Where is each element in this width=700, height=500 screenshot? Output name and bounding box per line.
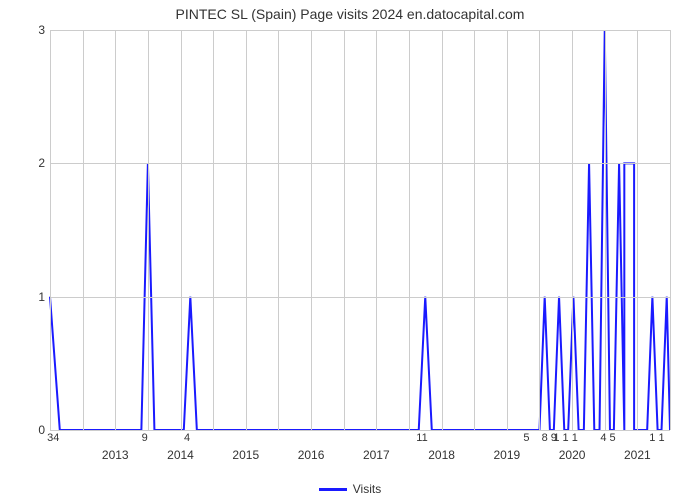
gridline-v — [637, 30, 638, 430]
gridline-v — [474, 30, 475, 430]
x-tick-label: 2017 — [363, 448, 390, 462]
line-series-svg — [50, 30, 670, 430]
gridline-v — [572, 30, 573, 430]
x-tick-label: 2018 — [428, 448, 455, 462]
y-tick-label: 0 — [38, 423, 45, 437]
x-value-label: 11 — [416, 432, 427, 444]
x-tick-label: 2013 — [102, 448, 129, 462]
gridline-h — [50, 163, 670, 164]
gridline-v — [246, 30, 247, 430]
gridline-v — [148, 30, 149, 430]
gridline-v — [442, 30, 443, 430]
x-value-label: 5 — [523, 432, 529, 444]
legend-label: Visits — [353, 482, 381, 496]
gridline-v — [539, 30, 540, 430]
gridline-v — [311, 30, 312, 430]
y-tick-label: 2 — [38, 156, 45, 170]
legend: Visits — [0, 482, 700, 496]
x-tick-label: 2014 — [167, 448, 194, 462]
x-tick-label: 2019 — [493, 448, 520, 462]
x-tick-label: 2020 — [559, 448, 586, 462]
legend-swatch — [319, 488, 347, 491]
x-tick-label: 2016 — [298, 448, 325, 462]
chart-container: PINTEC SL (Spain) Page visits 2024 en.da… — [0, 0, 700, 500]
gridline-v — [115, 30, 116, 430]
x-value-label: 4 — [184, 432, 190, 444]
gridline-v — [507, 30, 508, 430]
gridline-v — [409, 30, 410, 430]
gridline-h — [50, 430, 670, 431]
y-tick-label: 1 — [38, 290, 45, 304]
gridline-v — [213, 30, 214, 430]
visits-line — [50, 30, 670, 430]
gridline-v — [670, 30, 671, 430]
gridline-v — [278, 30, 279, 430]
x-tick-label: 2015 — [232, 448, 259, 462]
gridline-v — [181, 30, 182, 430]
gridline-h — [50, 30, 670, 31]
gridline-v — [83, 30, 84, 430]
x-value-label: 1 1 1 — [553, 432, 577, 444]
gridline-v — [50, 30, 51, 430]
x-value-label: 9 — [142, 432, 148, 444]
x-tick-label: 2021 — [624, 448, 651, 462]
plot-area — [50, 30, 670, 431]
gridline-h — [50, 297, 670, 298]
gridline-v — [376, 30, 377, 430]
chart-title: PINTEC SL (Spain) Page visits 2024 en.da… — [0, 6, 700, 22]
x-value-label: 4 5 — [600, 432, 615, 444]
y-tick-label: 3 — [38, 23, 45, 37]
gridline-v — [605, 30, 606, 430]
x-value-label: 1 1 — [649, 432, 664, 444]
gridline-v — [344, 30, 345, 430]
x-value-label: 34 — [47, 432, 59, 444]
